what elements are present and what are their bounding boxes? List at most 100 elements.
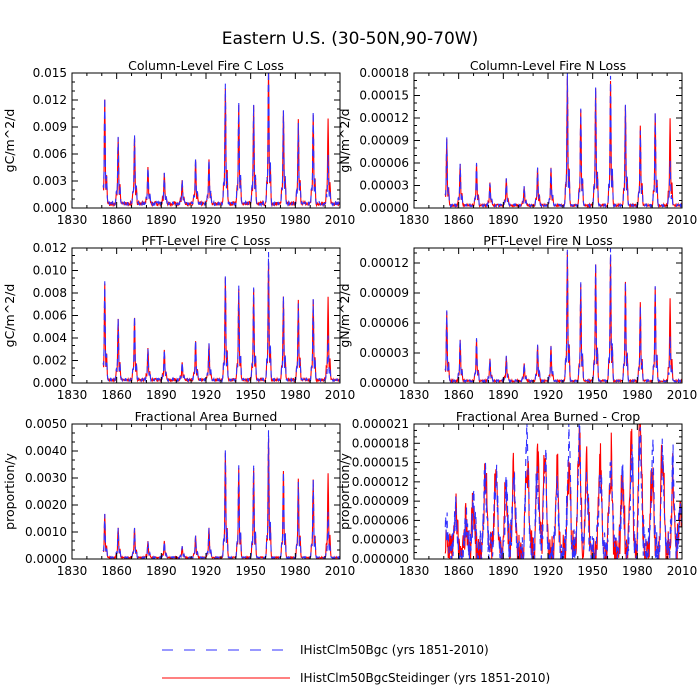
x-tick-label: 1980 — [280, 213, 311, 227]
x-tick-label: 2010 — [325, 213, 356, 227]
y-tick-label: 0.0030 — [25, 471, 67, 485]
x-tick-label: 1920 — [191, 213, 222, 227]
panel-title: Column-Level Fire C Loss — [128, 58, 284, 73]
x-tick-label: 1830 — [399, 213, 430, 227]
y-tick-label: 0.000015 — [352, 456, 409, 470]
x-tick-label: 1890 — [146, 388, 177, 402]
legend-label-2: IHistClm50BgcSteidinger (yrs 1851-2010) — [300, 671, 550, 685]
panel-title: Column-Level Fire N Loss — [470, 58, 626, 73]
x-tick-label: 1980 — [622, 388, 653, 402]
y-tick-label: 0.0040 — [25, 444, 67, 458]
x-tick-label: 2010 — [667, 564, 698, 578]
y-tick-label: 0.0000 — [25, 552, 67, 566]
x-tick-label: 2010 — [325, 564, 356, 578]
x-tick-label: 1890 — [488, 388, 519, 402]
y-tick-label: 0.00006 — [359, 316, 409, 330]
y-tick-label: 0.008 — [33, 286, 67, 300]
x-tick-label: 2010 — [667, 213, 698, 227]
y-tick-label: 0.00006 — [359, 156, 409, 170]
figure-title: Eastern U.S. (30-50N,90-70W) — [222, 29, 478, 49]
panel-title: PFT-Level Fire C Loss — [142, 233, 271, 248]
x-tick-label: 1890 — [488, 213, 519, 227]
y-tick-label: 0.00012 — [359, 111, 409, 125]
x-tick-label: 1950 — [577, 213, 608, 227]
x-tick-label: 1980 — [280, 564, 311, 578]
y-tick-label: 0.002 — [33, 354, 67, 368]
y-tick-label: 0.000021 — [352, 417, 409, 431]
panel-title: Fractional Area Burned — [135, 409, 278, 424]
panel-title: Fractional Area Burned - Crop — [456, 409, 640, 424]
panel-3: 1830 1860 1890 1920 1950 1980 2010 0.000 0.002 0.… — [2, 233, 355, 402]
x-tick-label: 1830 — [57, 564, 88, 578]
x-tick-label: 1890 — [146, 564, 177, 578]
series-line-bgc — [444, 424, 682, 559]
y-tick-label: 0.000006 — [352, 513, 409, 527]
series-line-steidinger — [444, 75, 682, 208]
legend-label-1: IHistClm50Bgc (yrs 1851-2010) — [300, 643, 489, 657]
x-tick-label: 1950 — [235, 388, 266, 402]
x-tick-label: 1860 — [101, 564, 132, 578]
y-axis-label: gN/m^2/d — [337, 283, 352, 347]
x-tick-label: 1860 — [101, 388, 132, 402]
x-tick-label: 1920 — [191, 388, 222, 402]
x-tick-label: 1950 — [577, 564, 608, 578]
y-tick-label: 0.000 — [33, 201, 67, 215]
panel-1: 1830 1860 1890 1920 1950 1980 2010 0.000 0.003 0.… — [2, 58, 355, 227]
x-tick-label: 1830 — [399, 388, 430, 402]
panel-6: 1830 1860 1890 1920 1950 1980 2010 0.000000 0.00… — [337, 409, 697, 578]
y-tick-label: 0.003 — [33, 174, 67, 188]
y-tick-label: 0.00009 — [359, 286, 409, 300]
y-tick-label: 0.00000 — [359, 201, 409, 215]
x-tick-label: 1950 — [235, 213, 266, 227]
y-tick-label: 0.006 — [33, 309, 67, 323]
x-tick-label: 1860 — [443, 213, 474, 227]
y-axis-label: proportion/y — [337, 453, 352, 530]
y-tick-label: 0.000003 — [352, 533, 409, 547]
x-tick-label: 1980 — [622, 564, 653, 578]
x-tick-label: 1920 — [191, 564, 222, 578]
y-tick-label: 0.00009 — [359, 134, 409, 148]
y-tick-label: 0.00000 — [359, 376, 409, 390]
x-tick-label: 1920 — [533, 213, 564, 227]
series-line-bgc — [444, 248, 682, 383]
y-tick-label: 0.000009 — [352, 494, 409, 508]
y-tick-label: 0.00003 — [359, 346, 409, 360]
y-tick-label: 0.000018 — [352, 436, 409, 450]
legend: IHistClm50Bgc (yrs 1851-2010) IHistClm50B… — [162, 643, 550, 685]
series-line-steidinger — [444, 251, 682, 383]
y-tick-label: 0.006 — [33, 147, 67, 161]
series-line-steidinger — [102, 260, 340, 383]
y-tick-label: 0.000000 — [352, 552, 409, 566]
series-line-steidinger — [102, 438, 340, 559]
x-tick-label: 1860 — [443, 388, 474, 402]
x-tick-label: 1890 — [146, 213, 177, 227]
x-tick-label: 1920 — [533, 564, 564, 578]
y-axis-label: gN/m^2/d — [337, 108, 352, 172]
y-axis-label: proportion/y — [2, 453, 17, 530]
series-line-bgc — [102, 73, 340, 208]
y-tick-label: 0.015 — [33, 66, 67, 80]
y-tick-label: 0.00003 — [359, 179, 409, 193]
y-tick-label: 0.009 — [33, 120, 67, 134]
y-tick-label: 0.00018 — [359, 66, 409, 80]
y-axis-label: gC/m^2/d — [2, 109, 17, 173]
x-tick-label: 1980 — [280, 388, 311, 402]
panel-5: 1830 1860 1890 1920 1950 1980 2010 0.0000 0.0010… — [2, 409, 355, 578]
series-line-steidinger — [444, 424, 682, 559]
x-tick-label: 1950 — [577, 388, 608, 402]
x-tick-label: 1920 — [533, 388, 564, 402]
panel-2: 1830 1860 1890 1920 1950 1980 2010 0.00000 0.000… — [337, 58, 697, 227]
x-tick-label: 1890 — [488, 564, 519, 578]
series-line-steidinger — [102, 73, 340, 208]
panels: 1830 1860 1890 1920 1950 1980 2010 0.000 0.003 0.… — [2, 58, 697, 578]
y-axis-label: gC/m^2/d — [2, 284, 17, 348]
y-tick-label: 0.012 — [33, 93, 67, 107]
y-tick-label: 0.0010 — [25, 525, 67, 539]
y-tick-label: 0.0020 — [25, 498, 67, 512]
series-line-bgc — [102, 430, 340, 559]
y-tick-label: 0.00015 — [359, 89, 409, 103]
x-tick-label: 1830 — [399, 564, 430, 578]
x-tick-label: 1980 — [622, 213, 653, 227]
series-line-bgc — [102, 252, 340, 383]
y-tick-label: 0.004 — [33, 331, 67, 345]
